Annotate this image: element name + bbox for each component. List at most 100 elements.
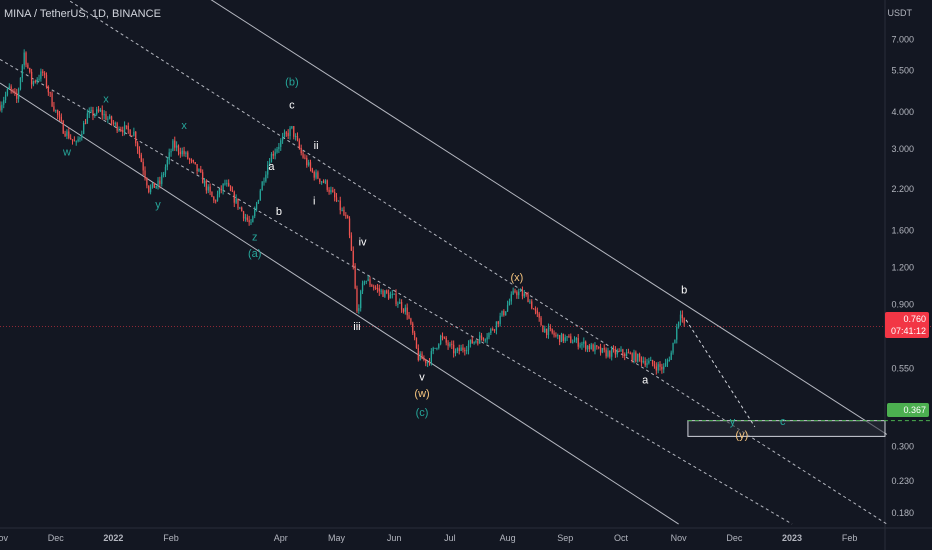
candle-body <box>77 139 79 142</box>
time-tick-label: 2023 <box>782 533 802 543</box>
candle-body <box>12 89 14 92</box>
wave-label: y <box>730 416 736 428</box>
candle-body <box>571 342 574 344</box>
candle-body <box>544 328 546 333</box>
candle-body <box>280 140 282 147</box>
candle-body <box>304 157 306 159</box>
candle-body <box>603 348 605 350</box>
candle-body <box>438 344 440 348</box>
candle-body <box>469 339 472 345</box>
symbol-header[interactable]: MINA / TetherUS, 1D, BINANCE <box>4 8 161 20</box>
candle-body <box>110 116 113 123</box>
candle-body <box>319 178 321 182</box>
price-axis[interactable]: 7.000 5.500 4.000 3.000 2.200 1.600 1.200 0.900… <box>891 34 914 517</box>
candle-body <box>663 366 665 370</box>
candle-body <box>330 190 332 193</box>
candle-body <box>133 131 135 136</box>
time-tick-label: Nov <box>0 533 8 543</box>
candle-body <box>3 100 5 105</box>
candle-body <box>207 186 209 191</box>
last-price-value: 0.760 <box>903 314 926 324</box>
candle-body <box>432 348 434 352</box>
candle-body <box>49 92 51 94</box>
wave-label: y <box>155 199 161 211</box>
candle-body <box>503 310 505 316</box>
candle-body <box>144 170 146 179</box>
candle-body <box>257 200 260 204</box>
time-tick-label: Dec <box>726 533 743 543</box>
candle-body <box>436 347 438 349</box>
candle-body <box>555 335 557 337</box>
candle-body <box>324 180 327 183</box>
candle-body <box>575 338 578 341</box>
candle-body <box>443 337 446 339</box>
candle-body <box>116 123 118 131</box>
candle-body <box>657 364 659 371</box>
wave-label: i <box>313 196 315 208</box>
candle-body <box>629 353 631 355</box>
candle-body <box>47 87 49 93</box>
candle-body <box>174 140 176 148</box>
candle-body <box>679 314 682 322</box>
candle-body <box>6 88 9 95</box>
candle-body <box>250 222 252 224</box>
candle-body <box>205 180 208 191</box>
candle-body <box>339 200 341 211</box>
candle-body <box>495 321 498 331</box>
candle-body <box>482 337 485 340</box>
candle-body <box>354 265 356 289</box>
wave-label: x <box>181 120 187 132</box>
candle-body <box>241 207 243 212</box>
candle-body <box>428 362 431 364</box>
wave-label: c <box>289 100 295 112</box>
candle-body <box>635 352 637 362</box>
time-axis[interactable]: Nov Dec 2022 Feb Apr May Jun Jul Aug Sep Oct Nov Dec… <box>0 533 857 543</box>
candle-body <box>477 341 479 344</box>
candle-body <box>553 332 555 336</box>
candle-body <box>612 348 615 350</box>
candle-body <box>162 173 165 176</box>
candle-body <box>226 183 228 185</box>
wave-label: v <box>419 372 425 384</box>
candle-body <box>439 335 442 345</box>
candle-body <box>183 150 185 154</box>
candle-body <box>71 139 74 141</box>
candle-body <box>672 342 674 353</box>
candle-body <box>458 348 460 352</box>
candle-body <box>146 178 148 186</box>
target-zone[interactable] <box>687 420 932 437</box>
candle-body <box>101 109 103 116</box>
candle-body <box>449 343 451 346</box>
candle-body <box>512 290 514 295</box>
candle-body <box>413 332 416 338</box>
candle-body <box>293 126 295 137</box>
wave-label: b <box>276 206 282 218</box>
candle-body <box>237 198 239 208</box>
candle-body <box>430 351 432 363</box>
candle-body <box>114 123 116 125</box>
candle-body <box>367 279 369 281</box>
candle-body <box>423 359 425 361</box>
candle-body <box>648 360 650 363</box>
candle-body <box>177 145 180 152</box>
candle-body <box>38 78 40 80</box>
candle-body <box>16 92 18 99</box>
candle-body <box>506 304 509 312</box>
candle-body <box>614 349 617 355</box>
candle-body <box>30 71 33 85</box>
candle-body <box>1 104 3 111</box>
candle-body <box>601 348 604 353</box>
price-tick-label: 0.300 <box>891 442 914 452</box>
price-tick-label: 0.180 <box>891 508 914 518</box>
candle-body <box>480 335 483 338</box>
candle-body <box>607 350 609 357</box>
candle-body <box>58 114 61 117</box>
candle-body <box>317 172 319 179</box>
candle-body <box>605 349 607 357</box>
time-tick-label: Nov <box>671 533 688 543</box>
wave-label: w <box>62 147 71 159</box>
target-zone-box <box>687 420 886 437</box>
candle-body <box>278 146 280 149</box>
candle-body <box>276 148 278 153</box>
